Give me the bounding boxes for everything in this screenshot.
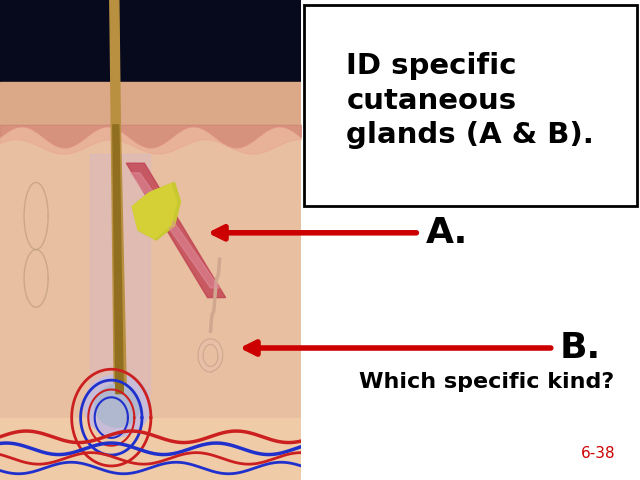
Polygon shape bbox=[131, 173, 220, 288]
Bar bbox=[0, 125, 301, 418]
FancyBboxPatch shape bbox=[304, 5, 637, 206]
Polygon shape bbox=[126, 163, 225, 298]
Text: A.: A. bbox=[426, 216, 468, 250]
Polygon shape bbox=[111, 125, 126, 394]
Bar bbox=[0, 0, 301, 82]
Bar bbox=[0, 82, 301, 125]
Text: B.: B. bbox=[560, 331, 601, 365]
Polygon shape bbox=[90, 154, 150, 394]
Polygon shape bbox=[110, 0, 120, 125]
Text: ID specific
cutaneous
glands (A & B).: ID specific cutaneous glands (A & B). bbox=[346, 52, 595, 149]
Text: Which specific kind?: Which specific kind? bbox=[359, 372, 614, 392]
Ellipse shape bbox=[95, 384, 140, 427]
Polygon shape bbox=[113, 125, 124, 394]
Bar bbox=[0, 418, 301, 480]
Text: 6-38: 6-38 bbox=[581, 446, 616, 461]
Polygon shape bbox=[132, 182, 180, 240]
Polygon shape bbox=[132, 184, 177, 239]
Ellipse shape bbox=[84, 374, 150, 437]
